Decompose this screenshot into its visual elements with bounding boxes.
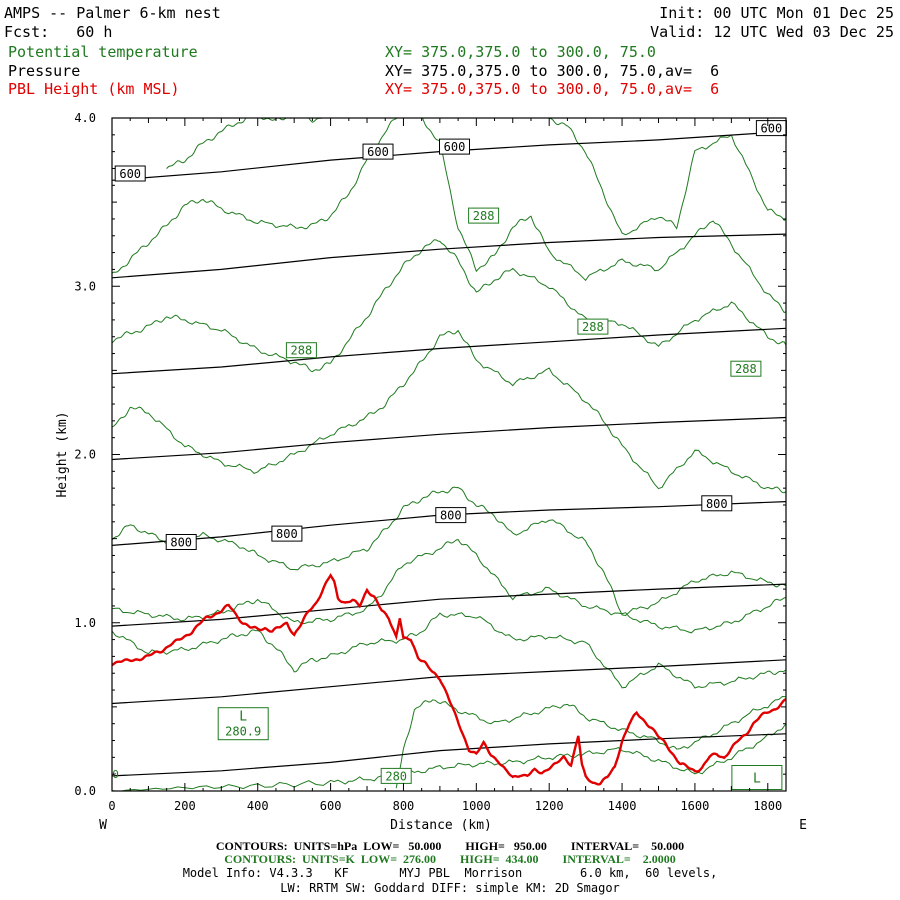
y-tick-label: 3.0 bbox=[74, 279, 96, 293]
theta-label: 288 bbox=[730, 360, 762, 377]
pressure-label: 800 bbox=[271, 525, 303, 542]
svg-text:288: 288 bbox=[735, 362, 757, 376]
east-label: E bbox=[799, 818, 807, 833]
svg-text:288: 288 bbox=[291, 344, 313, 358]
svg-text:288: 288 bbox=[473, 209, 495, 223]
pbl-field-xy: XY= 375.0,375.0 to 300.0, 75.0,av= 6 bbox=[385, 80, 720, 98]
pressure-contour-800 bbox=[112, 583, 786, 627]
svg-text:288: 288 bbox=[582, 320, 604, 334]
low-marker: L bbox=[731, 765, 783, 790]
svg-text:600: 600 bbox=[119, 167, 141, 181]
pressure-contour-850 bbox=[112, 659, 786, 705]
svg-text:800: 800 bbox=[440, 509, 462, 523]
theta-label: 288 bbox=[577, 318, 609, 335]
svg-text:800: 800 bbox=[706, 497, 728, 511]
x-tick-label: 800 bbox=[393, 799, 415, 813]
pressure-field-xy: XY= 375.0,375.0 to 300.0, 75.0,av= 6 bbox=[385, 62, 720, 80]
pbl-field-label: PBL Height (km MSL) bbox=[8, 80, 180, 98]
pressure-contour-650 bbox=[112, 233, 786, 279]
theta-contour bbox=[112, 612, 786, 689]
x-tick-label: 400 bbox=[247, 799, 269, 813]
theta-contour bbox=[166, 118, 440, 169]
pressure-contour-700 bbox=[112, 327, 786, 375]
y-tick-label: 1.0 bbox=[74, 616, 96, 630]
low-marker-value: 280.9 bbox=[225, 725, 261, 739]
pressure-label: 600 bbox=[114, 165, 146, 182]
x-tick-label: 0 bbox=[108, 799, 115, 813]
x-tick-label: 200 bbox=[174, 799, 196, 813]
footer-theta-contours: CONTOURS: UNITS=K LOW= 276.00 HIGH= 434.… bbox=[224, 852, 676, 866]
footer-model-info: Model Info: V4.3.3 KF MYJ PBL Morrison 6… bbox=[182, 866, 718, 880]
pressure-label: 600 bbox=[439, 138, 470, 155]
low-marker-letter: L bbox=[753, 772, 761, 787]
valid-time: Valid: 12 UTC Wed 03 Dec 25 bbox=[650, 23, 894, 41]
chart-title: AMPS -- Palmer 6-km nest bbox=[4, 4, 221, 22]
west-label: W bbox=[99, 818, 107, 833]
y-axis-label: Height (km) bbox=[55, 411, 70, 497]
theta-contour bbox=[112, 329, 786, 494]
x-tick-label: 1800 bbox=[753, 799, 782, 813]
pressure-label: 600 bbox=[362, 143, 394, 160]
theta-field-xy: XY= 375.0,375.0 to 300.0, 75.0 bbox=[385, 43, 656, 61]
y-tick-label: 2.0 bbox=[74, 448, 96, 462]
x-axis-label: Distance (km) bbox=[390, 818, 492, 833]
x-tick-label: 600 bbox=[320, 799, 342, 813]
svg-text:800: 800 bbox=[276, 527, 298, 541]
low-marker-letter: L bbox=[239, 710, 247, 725]
theta-contour bbox=[112, 723, 786, 791]
theta-contour bbox=[112, 539, 786, 634]
footer-physics-info: LW: RRTM SW: Goddard DIFF: simple KM: 2D… bbox=[280, 881, 620, 895]
pressure-label: 800 bbox=[165, 534, 197, 550]
pressure-field-label: Pressure bbox=[8, 62, 81, 80]
theta-contour bbox=[549, 118, 786, 236]
y-tick-label: 4.0 bbox=[74, 111, 96, 125]
svg-text:600: 600 bbox=[444, 140, 466, 154]
theta-contour bbox=[112, 486, 786, 617]
pressure-contour-750 bbox=[112, 416, 786, 461]
theta-edge-label: 0 bbox=[112, 768, 119, 781]
theta-field-label: Potential temperature bbox=[8, 43, 198, 61]
pressure-label: 800 bbox=[701, 495, 733, 512]
x-tick-label: 1000 bbox=[462, 799, 491, 813]
svg-text:800: 800 bbox=[170, 536, 192, 550]
theta-label: 288 bbox=[285, 342, 317, 359]
svg-text:600: 600 bbox=[761, 122, 783, 136]
pressure-label: 600 bbox=[755, 120, 787, 137]
svg-text:600: 600 bbox=[367, 145, 389, 159]
forecast-hour: Fcst: 60 h bbox=[4, 23, 113, 41]
footer-pressure-contours: CONTOURS: UNITS=hPa LOW= 50.000 HIGH= 95… bbox=[215, 839, 685, 853]
theta-label: 288 bbox=[468, 207, 500, 224]
init-time: Init: 00 UTC Mon 01 Dec 25 bbox=[659, 4, 894, 22]
pressure-contour-850 bbox=[112, 733, 786, 777]
theta-contour bbox=[112, 239, 786, 373]
plot-frame bbox=[111, 117, 787, 792]
pbl-height-line bbox=[112, 572, 786, 786]
pressure-label: 800 bbox=[435, 507, 467, 524]
svg-text:280: 280 bbox=[385, 769, 407, 783]
x-tick-label: 1400 bbox=[608, 799, 637, 813]
y-tick-label: 0.0 bbox=[74, 784, 96, 798]
x-tick-label: 1600 bbox=[680, 799, 709, 813]
theta-label: 280 bbox=[380, 767, 412, 784]
theta-contour bbox=[112, 118, 786, 314]
x-tick-label: 1200 bbox=[535, 799, 564, 813]
